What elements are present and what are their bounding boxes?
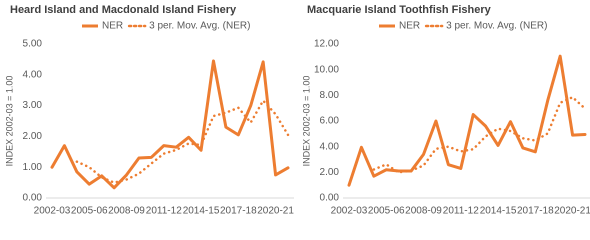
y-tick-label: 6.00: [320, 116, 340, 127]
x-tick-label: 2014-15: [480, 206, 517, 217]
x-tick-label: 2014-15: [183, 206, 220, 217]
series-line: [75, 99, 290, 184]
x-tick-label: 2011-12: [443, 206, 479, 217]
x-tick-label: 2005-06: [368, 206, 405, 217]
x-tick-label: 2011-12: [146, 206, 182, 217]
chart-title: Heard Island and Macdonald Island Fisher…: [10, 4, 237, 16]
series-line: [347, 54, 587, 187]
y-tick-label: 1.00: [23, 162, 43, 173]
x-tick-label: 2008-09: [405, 206, 442, 217]
x-tick-label: 2017-18: [220, 206, 257, 217]
y-tick-label: 0.00: [320, 193, 340, 204]
chart: Macquarie Island Toothfish Fishery INDEX …: [301, 4, 590, 217]
x-tick-label: 2020-21: [554, 206, 590, 217]
chart: Heard Island and Macdonald Island Fisher…: [4, 4, 294, 217]
y-tick-label: 12.00: [314, 39, 339, 50]
y-tick-label: 4.00: [320, 141, 340, 152]
x-tick-label: 2017-18: [517, 206, 554, 217]
page: Heard Island and Macdonald Island Fisher…: [4, 3, 590, 217]
legend-label: 3 per. Mov. Avg. (NER): [149, 21, 250, 32]
x-tick-label: 2005-06: [71, 206, 108, 217]
x-tick-label: 2020-21: [257, 206, 294, 217]
legend-label: 3 per. Mov. Avg. (NER): [446, 21, 547, 32]
y-tick-label: 8.00: [320, 90, 340, 101]
x-tick-label: 2002-03: [331, 206, 368, 217]
x-tick-label: 2008-09: [108, 206, 145, 217]
y-tick-label: 5.00: [23, 39, 43, 50]
y-tick-label: 2.00: [320, 167, 340, 178]
y-tick-label: 3.00: [23, 100, 43, 111]
y-tick-label: 10.00: [314, 64, 339, 75]
y-axis-label: INDEX 2002-03 = 1.00: [4, 76, 14, 167]
y-tick-label: 4.00: [23, 69, 43, 80]
series-line: [372, 96, 587, 174]
chart-title: Macquarie Island Toothfish Fishery: [307, 4, 492, 16]
y-axis-label: INDEX 2002-03 = 1.00: [301, 76, 311, 167]
y-tick-label: 2.00: [23, 131, 43, 142]
legend-label: NER: [102, 21, 123, 32]
x-tick-label: 2002-03: [34, 206, 71, 217]
charts: Heard Island and Macdonald Island Fisher…: [4, 4, 590, 217]
y-tick-label: 0.00: [23, 193, 43, 204]
series-line: [50, 59, 290, 190]
legend-label: NER: [399, 21, 420, 32]
